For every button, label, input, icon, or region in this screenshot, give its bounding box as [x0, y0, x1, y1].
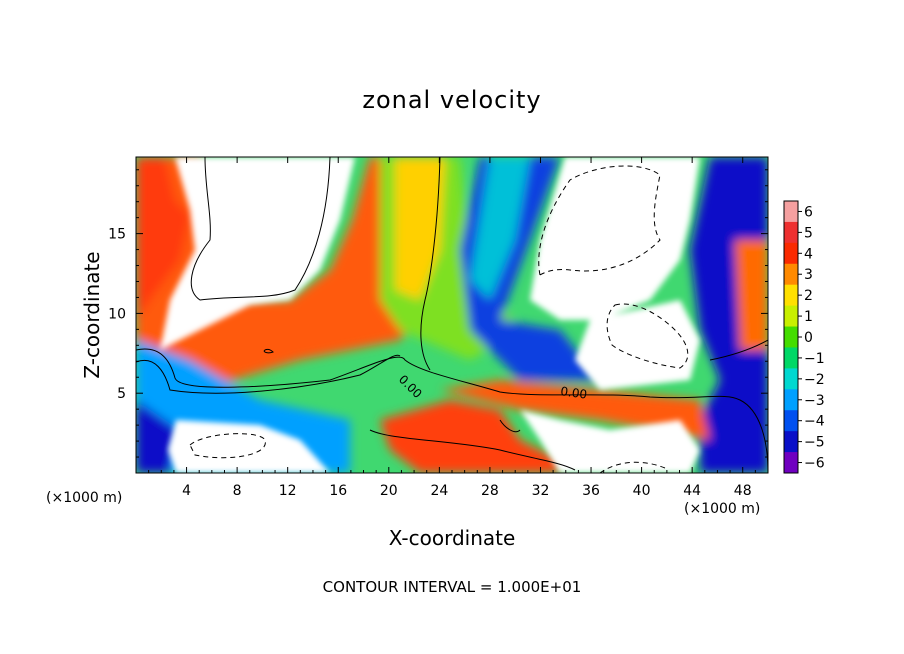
colorbar-swatch: [784, 368, 798, 390]
colorbar-label: −6: [804, 456, 825, 472]
y-tick-label: 15: [108, 227, 126, 243]
colorbar-label: 2: [804, 288, 813, 304]
colorbar-label: 3: [804, 267, 813, 283]
colorbar-label: −4: [804, 414, 825, 430]
contour-interval-note: CONTOUR INTERVAL = 1.000E+01: [322, 578, 582, 596]
colorbar-swatch: [784, 221, 798, 244]
contour-label: 0.00: [560, 384, 588, 402]
x-tick-label: 8: [233, 483, 242, 499]
colorbar-swatch: [784, 389, 798, 411]
colorbar-label: −1: [804, 351, 825, 367]
colorbar-label: 6: [804, 204, 813, 220]
y-axis: 5 10 15: [108, 169, 768, 458]
x-axis-label: X-coordinate: [388, 526, 516, 550]
x-tick-label: 40: [633, 483, 651, 499]
colorbar-label: 1: [804, 309, 813, 325]
colorbar-swatch: [784, 284, 798, 307]
y-tick-label: 10: [108, 306, 126, 322]
y-tick-label: 5: [117, 386, 126, 402]
colorbar-label: 4: [804, 246, 813, 262]
colorbar-label: −3: [804, 393, 825, 409]
x-tick-label: 28: [481, 483, 499, 499]
colorbar-swatch: [784, 410, 798, 432]
chart-title: zonal velocity: [362, 86, 542, 114]
colorbar-swatch: [784, 305, 798, 328]
colorbar-swatch: [784, 263, 798, 286]
colorbar-swatch: [784, 452, 798, 474]
colorbar-label: −2: [804, 372, 825, 388]
x-tick-label: 44: [683, 483, 701, 499]
colorbar-label: −5: [804, 435, 825, 451]
colorbar-swatch: [784, 431, 798, 453]
x-unit-label-left: (×1000 m): [46, 490, 123, 506]
x-tick-label: 20: [380, 483, 398, 499]
heatmap-field: 0.00 0.00: [136, 157, 768, 473]
x-unit-label-right: (×1000 m): [684, 501, 761, 517]
colorbar-label: 5: [804, 225, 813, 241]
colorbar-swatch: [784, 347, 798, 369]
x-tick-label: 24: [430, 483, 448, 499]
x-tick-label: 48: [734, 483, 752, 499]
colorbar-swatch: [784, 201, 798, 223]
x-tick-label: 12: [279, 483, 297, 499]
x-tick-label: 16: [329, 483, 347, 499]
colorbar-swatch: [784, 326, 798, 348]
colorbar-label: 0: [804, 330, 813, 346]
x-tick-label: 32: [532, 483, 550, 499]
x-tick-label: 36: [582, 483, 600, 499]
x-axis: 4 8 12 16 20 24 28 32 36 40 44 48: [148, 157, 756, 499]
colorbar: 6 5 4 3 2 1 0 −1 −2 −3 −4 −5 −6: [783, 200, 825, 474]
x-tick-label: 4: [182, 483, 191, 499]
colorbar-swatch: [784, 242, 798, 265]
y-axis-label: Z-coordinate: [80, 251, 104, 379]
